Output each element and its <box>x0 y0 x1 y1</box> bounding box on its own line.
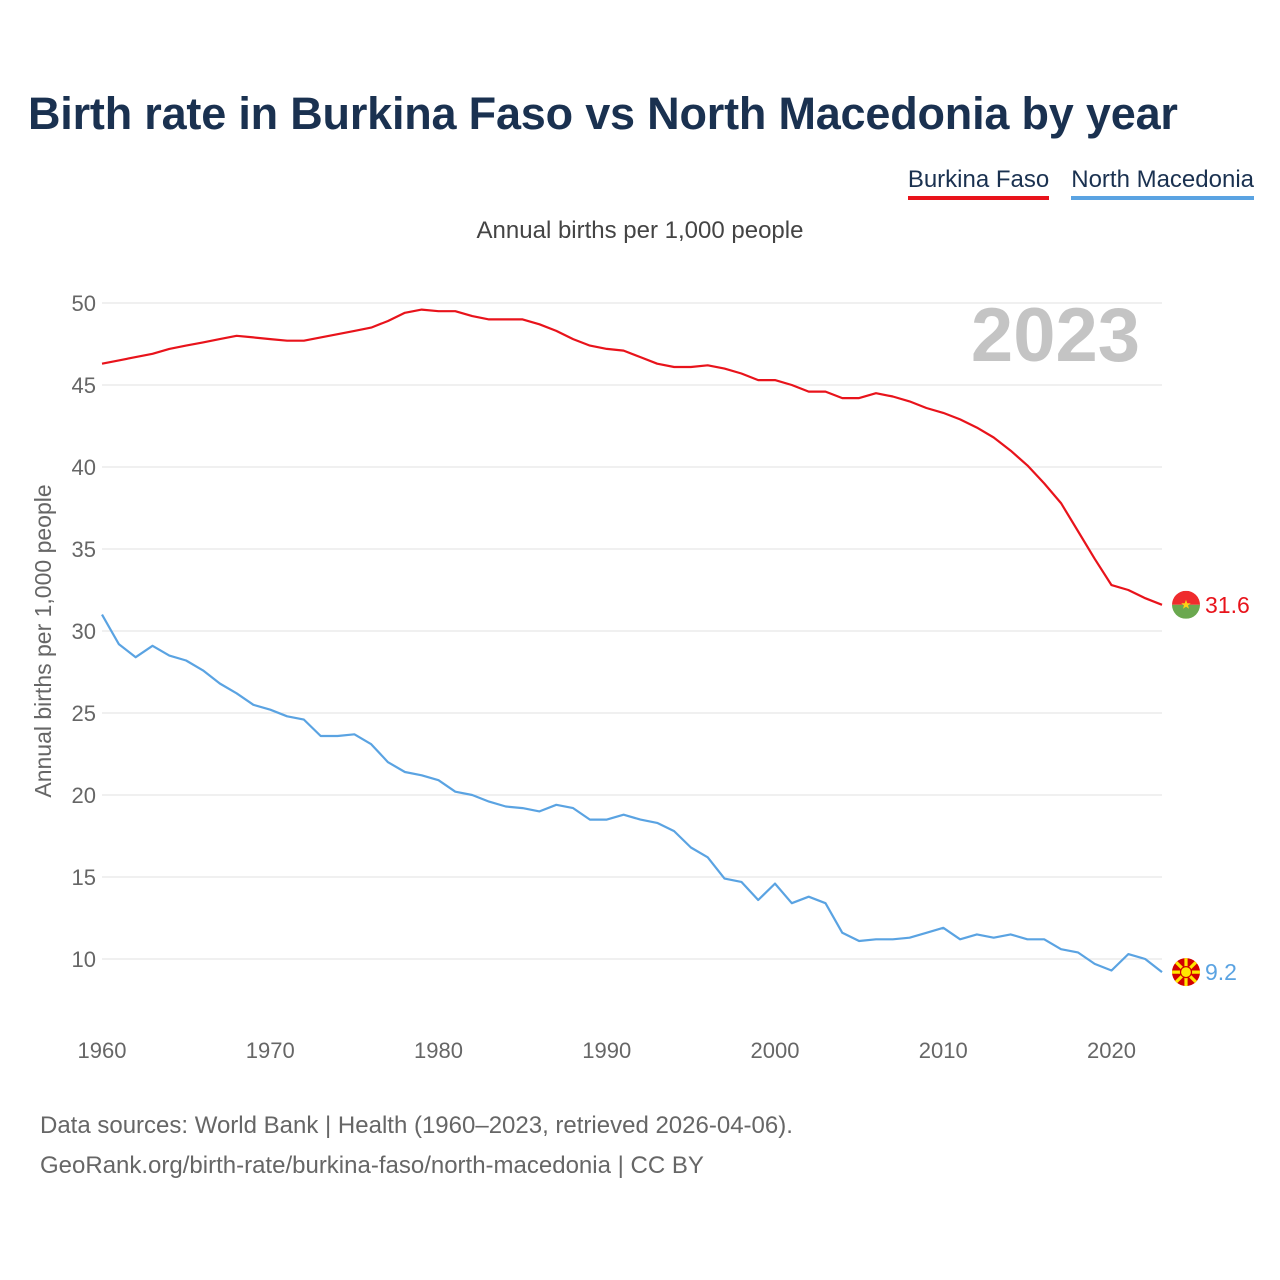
series-lines <box>101 308 1163 973</box>
x-tick-2020: 2020 <box>1087 1038 1136 1063</box>
data-sources: Data sources: World Bank | Health (1960–… <box>40 1112 793 1139</box>
y-tick-15: 15 <box>72 865 96 890</box>
series-line-north-macedonia <box>101 614 1163 973</box>
x-tick-2010: 2010 <box>919 1038 968 1063</box>
burkina-faso-flag-icon <box>1172 590 1200 619</box>
legend: Burkina Faso North Macedonia <box>907 166 1254 200</box>
y-tick-30: 30 <box>72 619 96 644</box>
source-link[interactable]: GeoRank.org/birth-rate/burkina-faso/nort… <box>40 1152 704 1179</box>
y-tick-20: 20 <box>72 783 96 808</box>
x-tick-2000: 2000 <box>751 1038 800 1063</box>
y-tick-50: 50 <box>72 291 96 316</box>
y-axis-ticks: 10 15 20 25 30 35 40 45 50 <box>72 291 96 972</box>
north-macedonia-flag-icon <box>1172 958 1200 987</box>
y-tick-35: 35 <box>72 537 96 562</box>
x-tick-1980: 1980 <box>414 1038 463 1063</box>
series-line-burkina-faso <box>101 308 1163 606</box>
end-value-north-macedonia: 9.2 <box>1205 959 1237 985</box>
legend-item-north-macedonia[interactable]: North Macedonia <box>1071 166 1254 200</box>
year-overlay: 2023 <box>971 293 1140 378</box>
legend-item-burkina-faso[interactable]: Burkina Faso <box>907 166 1050 200</box>
y-tick-40: 40 <box>72 455 96 480</box>
y-tick-45: 45 <box>72 373 96 398</box>
y-tick-10: 10 <box>72 947 96 972</box>
x-tick-1960: 1960 <box>78 1038 127 1063</box>
y-axis-label: Annual births per 1,000 people <box>30 484 56 797</box>
x-tick-1990: 1990 <box>582 1038 631 1063</box>
grid-lines <box>102 302 1162 960</box>
y-tick-25: 25 <box>72 701 96 726</box>
end-value-burkina-faso: 31.6 <box>1205 592 1250 618</box>
x-axis-ticks: 1960 1970 1980 1990 2000 2010 2020 <box>78 1038 1136 1063</box>
x-tick-1970: 1970 <box>246 1038 295 1063</box>
chart-title: Birth rate in Burkina Faso vs North Mace… <box>28 88 1178 139</box>
chart-subtitle: Annual births per 1,000 people <box>476 217 804 244</box>
footer: Data sources: World Bank | Health (1960–… <box>40 1106 793 1186</box>
line-chart: 10 15 20 25 30 35 40 45 50 1960 1970 1980 1990 2000 2… <box>30 291 1250 1063</box>
